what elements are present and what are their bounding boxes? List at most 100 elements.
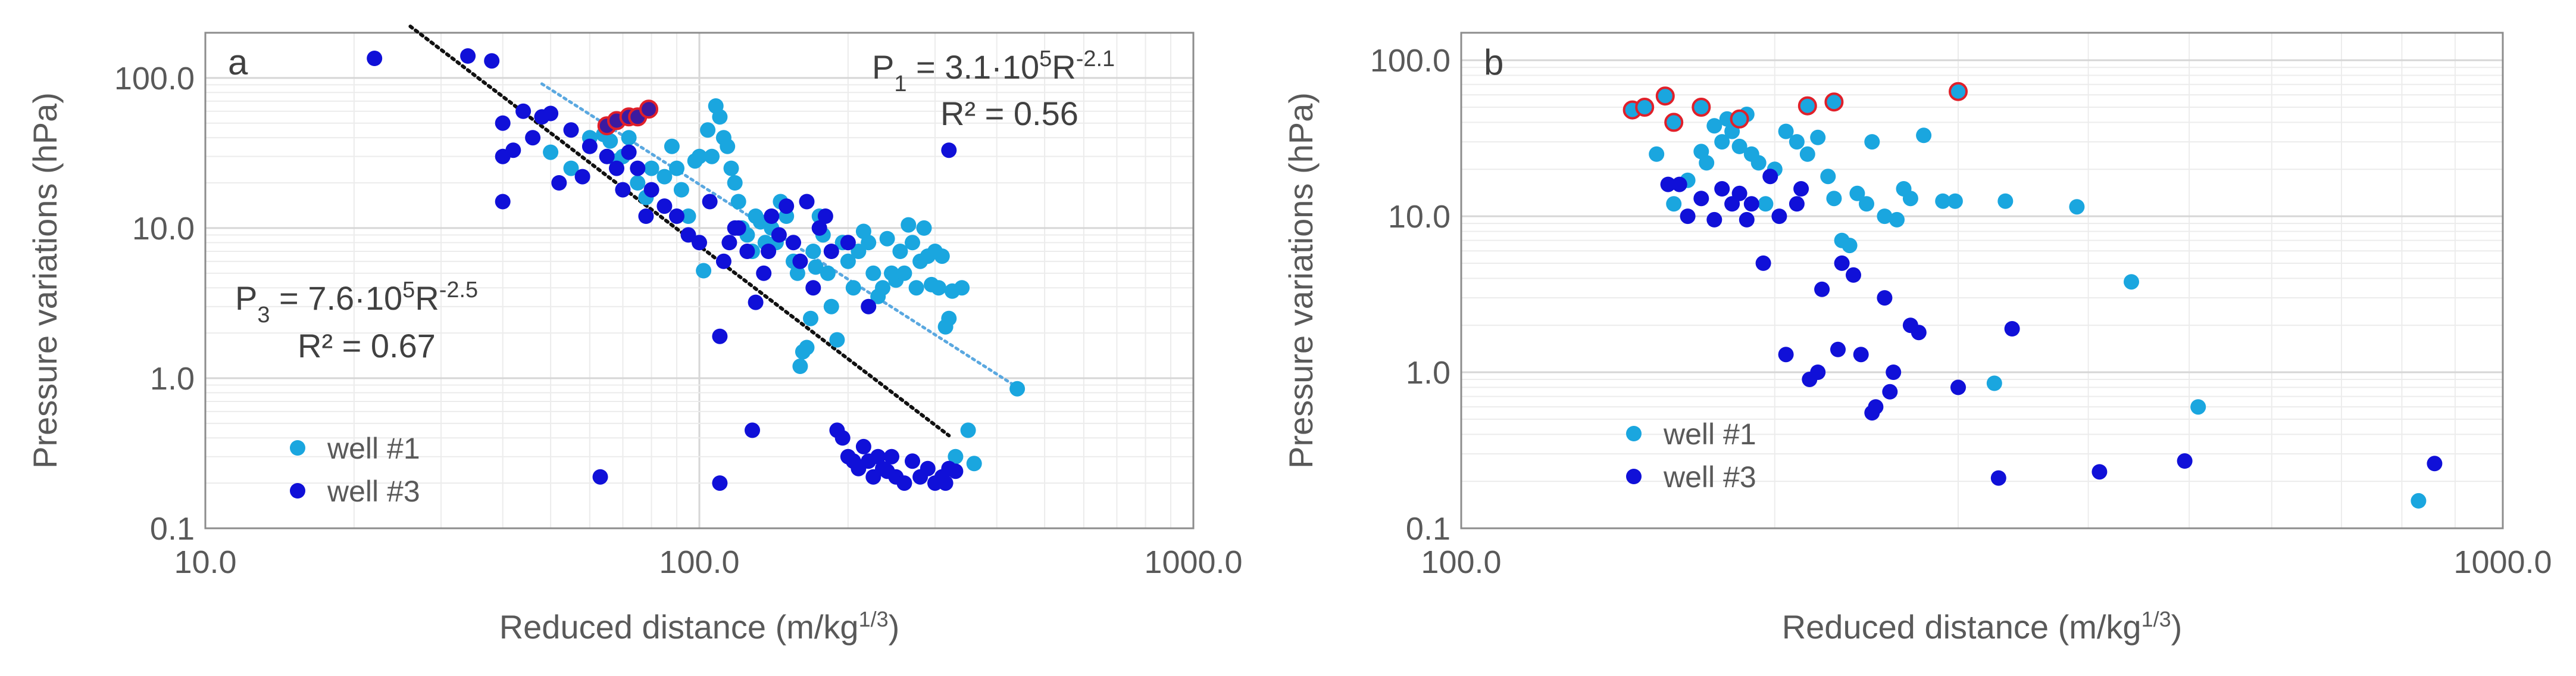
- data-point: [563, 122, 579, 138]
- data-point: [1778, 347, 1794, 363]
- data-point: [669, 208, 684, 224]
- data-point: [712, 328, 728, 344]
- data-point: [916, 220, 932, 236]
- data-point: [643, 182, 659, 198]
- data-point: [948, 448, 964, 465]
- data-point: [779, 198, 795, 214]
- data-point: [367, 51, 383, 66]
- data-point: [1714, 181, 1730, 197]
- data-point: [700, 122, 716, 138]
- data-point: [621, 144, 637, 160]
- eq-p1-r-squared: R² = 0.56: [940, 95, 1078, 132]
- data-point: [621, 130, 637, 146]
- y-tick-label: 10.0: [132, 211, 195, 247]
- data-point: [563, 160, 579, 176]
- data-point: [1853, 347, 1869, 363]
- data-point: [1935, 193, 1951, 209]
- data-point: [1706, 118, 1722, 134]
- data-point: [599, 148, 615, 164]
- data-point: [1902, 191, 1918, 207]
- data-point: [1826, 191, 1842, 207]
- data-point: [638, 208, 654, 224]
- data-point: [966, 456, 982, 472]
- data-point: [792, 359, 808, 374]
- data-point: [727, 175, 743, 191]
- data-point: [1649, 146, 1665, 162]
- data-point: [1009, 381, 1026, 397]
- data-point: [574, 169, 590, 185]
- legend-marker-well-3: [1626, 469, 1642, 484]
- data-point: [1882, 384, 1898, 400]
- data-point: [1986, 375, 2002, 391]
- data-point: [792, 253, 808, 269]
- data-point: [875, 280, 890, 296]
- data-point: [920, 460, 936, 476]
- highlighted-data-point: [1949, 82, 1968, 101]
- highlighted-data-point: [1730, 109, 1749, 129]
- data-point: [2092, 464, 2108, 480]
- data-point: [615, 182, 631, 198]
- highlighted-data-point: [1692, 98, 1711, 117]
- data-point: [1997, 193, 2014, 209]
- x-tick-label: 10.0: [174, 544, 236, 580]
- data-point: [1814, 281, 1830, 297]
- data-point: [1834, 255, 1850, 271]
- data-point: [1810, 365, 1826, 380]
- data-point: [1666, 196, 1682, 212]
- data-point: [960, 422, 976, 438]
- eq-p3-formula: P3 = 7.6·105R-2.5: [235, 278, 478, 328]
- data-point: [656, 198, 673, 214]
- data-point: [756, 265, 772, 281]
- data-point: [1671, 176, 1687, 192]
- y-axis-title: Pressure variations (hPa): [26, 92, 64, 469]
- data-point: [1739, 211, 1755, 228]
- highlighted-data-point: [1655, 86, 1675, 106]
- data-point: [730, 220, 746, 236]
- x-axis-title: Reduced distance (m/kg1/3): [499, 607, 900, 646]
- data-point: [1660, 176, 1676, 192]
- data-point: [505, 142, 521, 158]
- data-point: [1755, 255, 1771, 271]
- data-point: [789, 265, 805, 281]
- data-point: [901, 217, 917, 233]
- data-point: [805, 244, 821, 259]
- data-point: [484, 53, 500, 69]
- data-point: [840, 253, 856, 269]
- data-point: [865, 265, 881, 281]
- data-point: [892, 244, 908, 259]
- data-point: [739, 244, 755, 259]
- data-point: [823, 244, 839, 259]
- data-point: [1793, 181, 1809, 197]
- legend-label-well-1: well #1: [327, 432, 420, 465]
- data-point: [712, 109, 728, 125]
- data-point: [543, 105, 559, 122]
- data-point: [2190, 399, 2206, 415]
- data-point: [817, 208, 833, 224]
- data-point: [643, 160, 659, 176]
- eq-p1-formula: P1 = 3.1·105R-2.1: [872, 46, 1115, 96]
- data-point: [543, 144, 559, 160]
- data-point: [2069, 199, 2085, 215]
- series-well-3: [1660, 169, 2443, 486]
- data-point: [2427, 456, 2443, 472]
- data-point: [495, 194, 511, 210]
- data-point: [712, 475, 728, 491]
- data-point: [870, 448, 886, 465]
- data-point: [692, 148, 707, 164]
- data-point: [799, 194, 815, 210]
- y-tick-label: 100.0: [1370, 43, 1450, 79]
- data-point: [1990, 470, 2006, 486]
- data-point: [525, 130, 541, 146]
- data-point: [1830, 341, 1846, 357]
- data-point: [931, 280, 946, 296]
- data-point: [934, 248, 950, 264]
- data-point: [602, 133, 618, 149]
- data-point: [905, 453, 920, 469]
- data-point: [2411, 493, 2427, 509]
- legend-marker-well-1: [1626, 426, 1642, 441]
- data-point: [954, 280, 970, 296]
- data-point: [730, 194, 746, 210]
- series-well-1: [543, 98, 1026, 472]
- series-well-1: [1622, 82, 2427, 509]
- data-point: [669, 160, 684, 176]
